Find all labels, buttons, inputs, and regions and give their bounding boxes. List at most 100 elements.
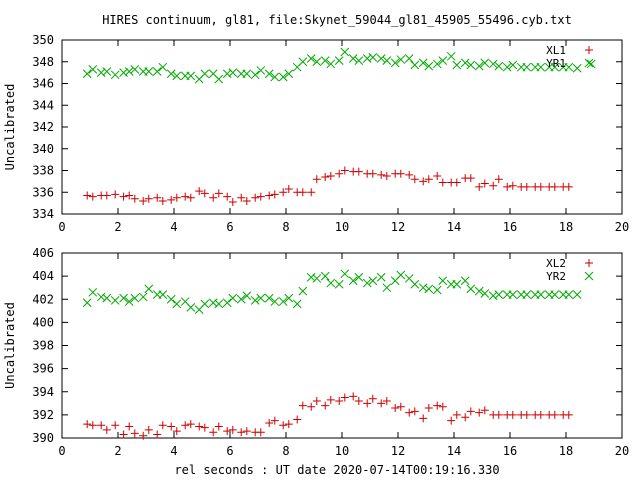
data-point: [410, 279, 420, 289]
x-tick-label: 20: [615, 220, 629, 234]
x-tick-label: 20: [615, 444, 629, 458]
data-point: [564, 182, 573, 191]
data-point: [222, 298, 232, 308]
data-point: [368, 394, 377, 403]
data-point: [130, 65, 140, 74]
data-point: [466, 407, 475, 416]
data-point: [181, 192, 190, 201]
data-point: [396, 55, 406, 64]
data-point: [396, 402, 405, 411]
data-point: [256, 192, 265, 201]
data-point: [209, 193, 218, 202]
data-point: [284, 69, 294, 79]
data-point: [278, 72, 288, 82]
data-point: [326, 278, 336, 288]
data-point: [110, 70, 120, 80]
legend-marker: [585, 259, 593, 267]
data-point: [88, 421, 97, 430]
data-point: [125, 422, 134, 431]
data-point: [298, 188, 307, 197]
x-tick-label: 12: [391, 444, 405, 458]
data-point: [564, 290, 574, 299]
data-point: [312, 397, 321, 405]
data-point: [432, 285, 442, 295]
data-point: [256, 293, 266, 303]
data-point: [298, 286, 308, 296]
data-point: [214, 422, 223, 431]
data-point: [494, 61, 504, 71]
x-axis-label: rel seconds : UT date 2020-07-14T00:19:1…: [174, 463, 499, 477]
data-point: [368, 169, 377, 178]
data-point: [382, 397, 391, 405]
data-point: [404, 54, 414, 63]
data-point: [489, 181, 498, 190]
x-tick-label: 16: [503, 220, 517, 234]
x-tick-label: 0: [58, 444, 65, 458]
y-tick-label: 404: [32, 269, 54, 283]
data-point: [284, 420, 293, 429]
data-point: [200, 423, 209, 432]
data-point: [312, 175, 321, 184]
data-point: [111, 190, 120, 199]
plot-frame: [61, 39, 623, 215]
data-point: [335, 169, 344, 178]
data-point: [125, 191, 134, 200]
data-point: [186, 302, 196, 312]
data-point: [396, 169, 405, 178]
data-point: [124, 297, 134, 306]
data-point: [447, 416, 456, 425]
data-point: [158, 290, 168, 299]
data-point: [438, 402, 447, 411]
data-point: [250, 70, 260, 80]
data-point: [419, 177, 428, 186]
data-point: [452, 60, 462, 70]
data-point: [432, 59, 442, 69]
data-point: [223, 192, 232, 201]
data-point: [270, 72, 280, 82]
data-point: [326, 395, 335, 404]
series-xl2: [83, 392, 573, 440]
data-point: [172, 193, 181, 202]
data-point: [144, 67, 154, 76]
data-point: [438, 276, 448, 286]
data-point: [376, 54, 386, 63]
data-point: [102, 293, 112, 303]
data-point: [306, 54, 316, 63]
data-point: [222, 69, 232, 79]
data-point: [158, 62, 168, 72]
data-point: [410, 407, 419, 416]
data-point: [508, 290, 518, 299]
data-point: [228, 198, 237, 207]
data-point: [270, 416, 279, 425]
data-point: [480, 406, 489, 415]
x-tick-label: 16: [503, 444, 517, 458]
data-point: [158, 196, 167, 205]
y-tick-label: 340: [32, 142, 54, 156]
data-point: [424, 175, 433, 184]
plot-panel-bottom: 0 2 4 6 8 10 12 14 16 18 20 390 392 394 396 398 400 402 40…: [3, 246, 629, 458]
data-point: [292, 299, 302, 309]
x-tick-label: 8: [282, 444, 289, 458]
data-point: [480, 58, 490, 68]
data-point: [362, 278, 372, 288]
data-point: [242, 291, 252, 301]
x-tick-label: 8: [282, 220, 289, 234]
data-point: [256, 66, 266, 75]
data-point: [284, 293, 294, 303]
y-tick-label: 394: [32, 385, 54, 399]
data-point: [474, 286, 484, 296]
data-point: [228, 425, 237, 434]
x-tick-label: 10: [335, 220, 349, 234]
data-point: [564, 62, 574, 72]
data-point: [480, 179, 489, 188]
data-point: [172, 299, 182, 309]
legend-marker: [584, 271, 594, 281]
data-point: [474, 61, 484, 71]
data-point: [376, 272, 386, 282]
data-point: [83, 420, 92, 429]
data-point: [200, 299, 210, 309]
data-point: [306, 272, 316, 282]
data-point: [312, 274, 322, 283]
data-point: [452, 178, 461, 187]
data-point: [503, 182, 512, 191]
